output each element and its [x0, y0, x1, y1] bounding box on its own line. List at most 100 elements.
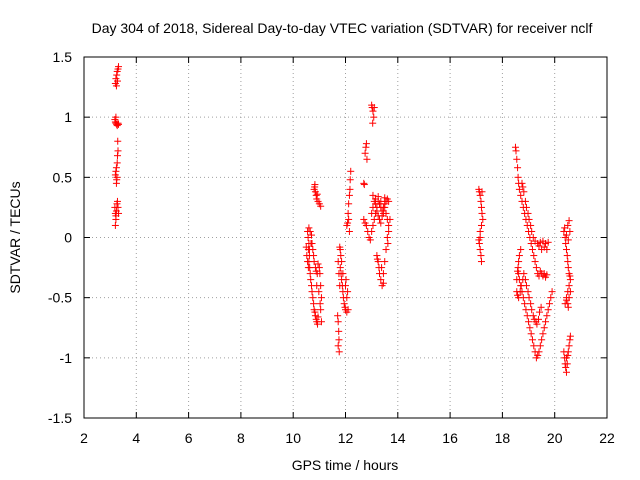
- data-point: [514, 267, 522, 275]
- data-point: [522, 282, 530, 290]
- data-point: [525, 215, 533, 223]
- data-point: [382, 209, 390, 217]
- data-point: [475, 240, 483, 248]
- data-point: [316, 300, 324, 308]
- data-point: [479, 215, 487, 223]
- y-tick-label: -1: [60, 350, 73, 366]
- data-point: [335, 348, 343, 356]
- data-point: [345, 200, 353, 208]
- y-axis-label: SDTVAR / TECUs: [7, 181, 23, 293]
- data-point: [313, 190, 321, 198]
- data-point: [335, 336, 343, 344]
- data-point: [379, 203, 387, 211]
- data-point: [112, 167, 120, 175]
- data-point: [375, 215, 383, 223]
- plot-frame: [83, 56, 608, 419]
- data-point: [476, 246, 484, 254]
- data-point: [539, 330, 547, 338]
- data-point: [384, 240, 392, 248]
- data-point: [308, 288, 316, 296]
- data-point: [314, 260, 322, 268]
- data-point: [344, 306, 352, 314]
- data-point: [566, 332, 574, 340]
- data-point: [478, 209, 486, 217]
- data-point: [564, 348, 572, 356]
- data-point: [476, 227, 484, 235]
- data-point: [113, 159, 121, 167]
- data-point: [563, 252, 571, 260]
- data-point: [562, 231, 570, 239]
- data-point: [562, 240, 570, 248]
- data-point: [373, 252, 381, 260]
- data-point: [361, 149, 369, 157]
- data-point: [112, 212, 120, 220]
- data-point: [564, 303, 572, 311]
- data-point: [538, 336, 546, 344]
- data-point: [529, 234, 537, 241]
- data-point: [511, 143, 519, 151]
- data-point: [525, 318, 533, 326]
- data-point: [514, 173, 522, 181]
- data-point: [534, 351, 542, 359]
- data-point: [564, 264, 572, 272]
- data-point: [113, 197, 121, 205]
- data-point: [565, 342, 573, 350]
- data-point: [335, 270, 343, 278]
- data-point: [345, 227, 353, 235]
- data-point: [513, 155, 521, 163]
- data-point: [334, 258, 342, 266]
- data-point: [524, 209, 532, 217]
- data-point: [362, 143, 370, 151]
- data-point: [310, 258, 318, 266]
- data-point: [305, 224, 313, 232]
- x-tick-label: 20: [547, 430, 563, 446]
- y-tick-label: -1.5: [48, 410, 72, 426]
- data-point: [304, 258, 312, 266]
- data-point: [360, 179, 368, 187]
- data-point: [316, 270, 324, 278]
- data-point: [515, 252, 523, 260]
- data-point: [112, 113, 120, 121]
- data-point: [527, 240, 535, 248]
- data-point: [527, 221, 535, 229]
- y-tick-label: 1: [64, 109, 72, 125]
- data-point: [529, 312, 537, 320]
- data-point: [564, 236, 572, 244]
- data-point: [312, 191, 320, 199]
- data-point: [528, 246, 536, 254]
- data-point: [308, 231, 316, 239]
- data-point: [313, 282, 321, 290]
- data-point: [369, 119, 377, 127]
- data-point: [534, 315, 542, 323]
- data-point: [535, 348, 543, 356]
- data-point: [360, 181, 368, 189]
- data-point: [112, 82, 120, 90]
- data-point: [383, 234, 391, 241]
- data-point: [344, 219, 352, 227]
- data-point: [382, 246, 390, 254]
- data-point: [542, 318, 550, 326]
- data-point: [521, 300, 529, 308]
- data-point: [115, 120, 123, 128]
- data-point: [523, 312, 531, 320]
- data-point: [381, 194, 389, 202]
- y-tick-label: 0: [64, 230, 72, 246]
- data-point: [369, 203, 377, 211]
- data-point: [368, 227, 376, 235]
- y-tick-label: -0.5: [48, 290, 72, 306]
- data-point: [562, 363, 570, 371]
- x-tick-label: 2: [80, 430, 88, 446]
- data-point: [521, 197, 529, 205]
- data-point: [564, 300, 572, 308]
- data-point: [544, 306, 552, 314]
- data-point: [344, 288, 352, 296]
- data-point: [563, 360, 571, 368]
- data-point: [334, 318, 342, 326]
- x-tick-label: 14: [390, 430, 406, 446]
- data-point: [528, 336, 536, 344]
- data-point: [476, 191, 484, 199]
- data-point: [373, 207, 381, 215]
- data-point: [536, 342, 544, 350]
- grid: [84, 57, 607, 418]
- x-axis-label: GPS time / hours: [292, 457, 399, 473]
